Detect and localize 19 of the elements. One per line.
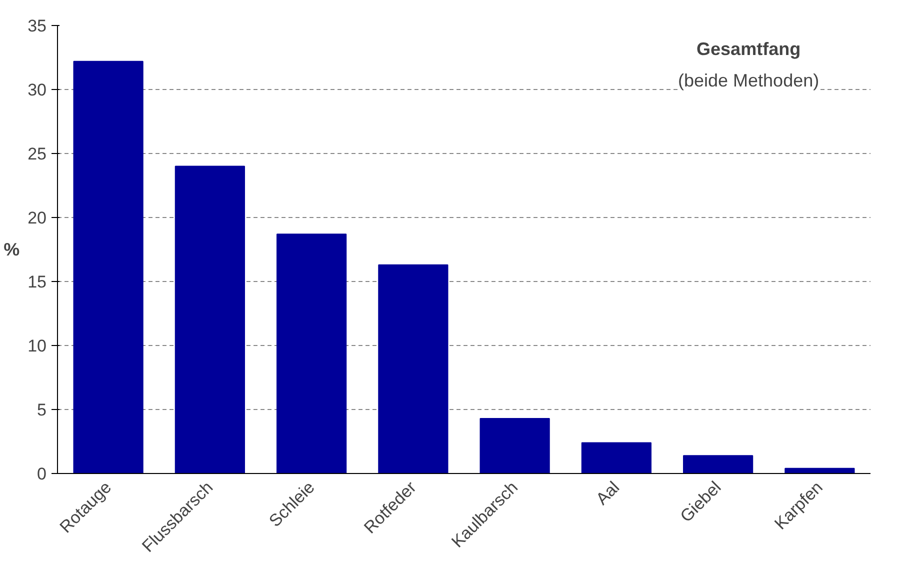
y-axis-title: %	[4, 240, 20, 260]
y-tick-label: 25	[28, 144, 47, 164]
text: Gesamtfang	[696, 39, 801, 60]
bar	[276, 234, 347, 474]
x-tick-label: Aal	[592, 478, 624, 509]
y-tick-label: 10	[28, 336, 47, 356]
y-tick-label: 35	[28, 16, 47, 36]
bar	[480, 418, 550, 474]
bar	[683, 455, 754, 474]
bar	[73, 60, 144, 474]
y-tick-label: 30	[28, 80, 47, 100]
text: (beide Methoden)	[678, 70, 820, 90]
bar	[174, 166, 245, 474]
y-tick-label: 5	[37, 400, 47, 420]
bar	[378, 264, 448, 474]
y-tick-label: 15	[28, 272, 47, 292]
y-tick-label: 20	[28, 208, 47, 228]
y-tick-label: 0	[37, 464, 47, 484]
bar	[581, 442, 652, 474]
